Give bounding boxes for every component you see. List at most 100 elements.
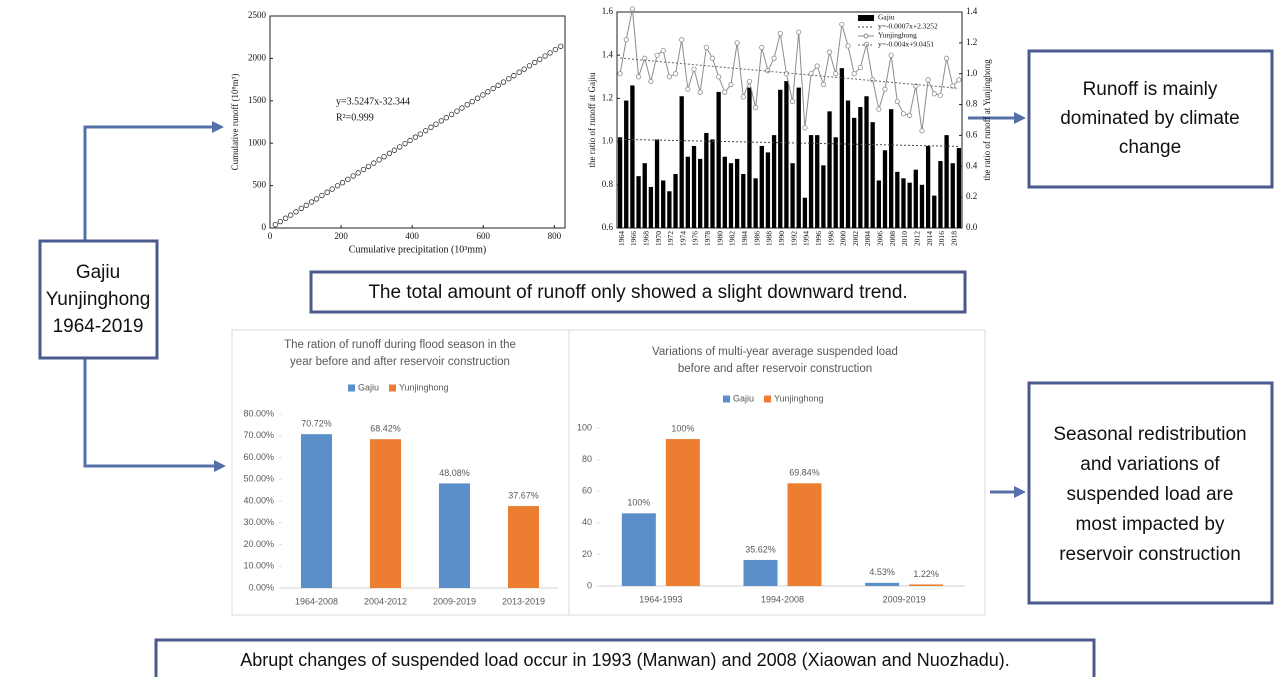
y-tick-label: 60	[582, 486, 592, 496]
bar	[747, 87, 752, 228]
marker	[937, 92, 944, 98]
bar	[691, 145, 697, 228]
text-box	[1027, 381, 1274, 605]
point	[516, 69, 522, 75]
bar	[630, 85, 635, 228]
marker	[629, 6, 636, 12]
bar	[876, 180, 881, 228]
x-tick-label: 2018	[949, 231, 958, 246]
point	[287, 212, 294, 218]
bar	[722, 156, 727, 228]
marker	[907, 112, 913, 118]
point	[485, 89, 491, 95]
point	[511, 72, 517, 79]
bar	[698, 158, 703, 228]
marker	[943, 55, 950, 61]
legend-swatch	[389, 384, 397, 392]
bar	[790, 163, 795, 228]
data-label: 48.08%	[439, 468, 470, 478]
marker	[648, 78, 654, 85]
marker	[617, 71, 623, 77]
marker	[728, 81, 734, 88]
bar	[624, 100, 629, 228]
trend-line	[620, 57, 959, 89]
bar	[938, 161, 943, 228]
y-tick-label: 50.00%	[243, 474, 274, 484]
point	[376, 157, 382, 163]
bar	[369, 439, 402, 588]
marker	[697, 89, 703, 95]
point	[355, 170, 361, 176]
marker	[857, 64, 863, 71]
x-tick-label: 2006	[876, 231, 885, 246]
bar	[808, 135, 814, 228]
bar	[839, 68, 845, 228]
box-line: Runoff is mainly	[1083, 79, 1218, 100]
y-tick-label: 2500	[248, 10, 267, 20]
bar	[667, 191, 672, 228]
bar	[617, 137, 623, 228]
bar	[300, 434, 333, 588]
bar	[909, 584, 944, 586]
legend-swatch	[723, 395, 730, 403]
x-tick-label: 2009-2019	[433, 596, 476, 606]
marker	[666, 74, 672, 80]
marker	[950, 83, 956, 89]
point	[319, 192, 325, 199]
arrow	[83, 125, 214, 241]
bar	[765, 152, 771, 228]
y-tick-label: 20	[582, 549, 592, 559]
arrow-head	[1014, 112, 1026, 124]
point	[360, 166, 367, 173]
point	[324, 189, 330, 195]
marker	[789, 98, 796, 105]
bar	[845, 100, 851, 228]
bar	[870, 122, 875, 228]
y-tick-label: 500	[253, 180, 267, 190]
point	[329, 186, 335, 192]
bar	[919, 184, 925, 228]
x-tick-label: 1992	[789, 231, 798, 246]
data-label: 100%	[671, 423, 694, 433]
bar	[821, 165, 826, 228]
x-tick-label: 1982	[728, 231, 737, 246]
bar	[901, 178, 906, 228]
x-tick-label: 1972	[666, 231, 675, 246]
x-tick-label: 2012	[913, 231, 922, 246]
bar	[925, 145, 931, 228]
y-tick-label: 0	[587, 580, 592, 590]
x-tick-label: 400	[405, 231, 419, 241]
bar	[665, 439, 700, 586]
y-tick-label: 1.4	[602, 49, 614, 59]
point	[464, 102, 470, 108]
box-line: Gajiu	[76, 262, 120, 283]
caption: Abrupt changes of suspended load occur i…	[240, 650, 1010, 670]
y-tick-label: 0.6	[602, 222, 614, 232]
plot-frame	[616, 11, 963, 229]
x-tick-label: 1966	[629, 231, 638, 246]
bar	[882, 150, 888, 228]
y2-tick-label: 0.0	[966, 222, 978, 232]
bar	[685, 156, 691, 228]
y-tick-label: 1500	[248, 95, 267, 105]
x-tick-label: 1968	[641, 231, 650, 246]
x-tick-label: 600	[477, 231, 491, 241]
x-axis-label: Cumulative precipitation (10³mm)	[349, 244, 486, 255]
bar	[636, 176, 641, 228]
marker	[777, 30, 783, 37]
x-tick-label: 1984	[740, 231, 749, 246]
legend-label: Yunjinghong	[878, 31, 917, 40]
marker	[679, 37, 685, 43]
point	[537, 56, 543, 63]
y-axis-label: the ratio of runoff at Gajiu	[587, 72, 597, 168]
x-tick-label: 1988	[765, 231, 774, 246]
y-tick-label: 0.8	[602, 179, 614, 189]
bar	[852, 117, 857, 228]
marker	[820, 81, 826, 88]
bar	[741, 174, 746, 228]
point	[532, 59, 538, 66]
y-tick-label: 0	[262, 222, 267, 232]
point	[303, 202, 309, 209]
y-axis-label: Cumulative runoff (10⁸m³)	[230, 74, 240, 171]
